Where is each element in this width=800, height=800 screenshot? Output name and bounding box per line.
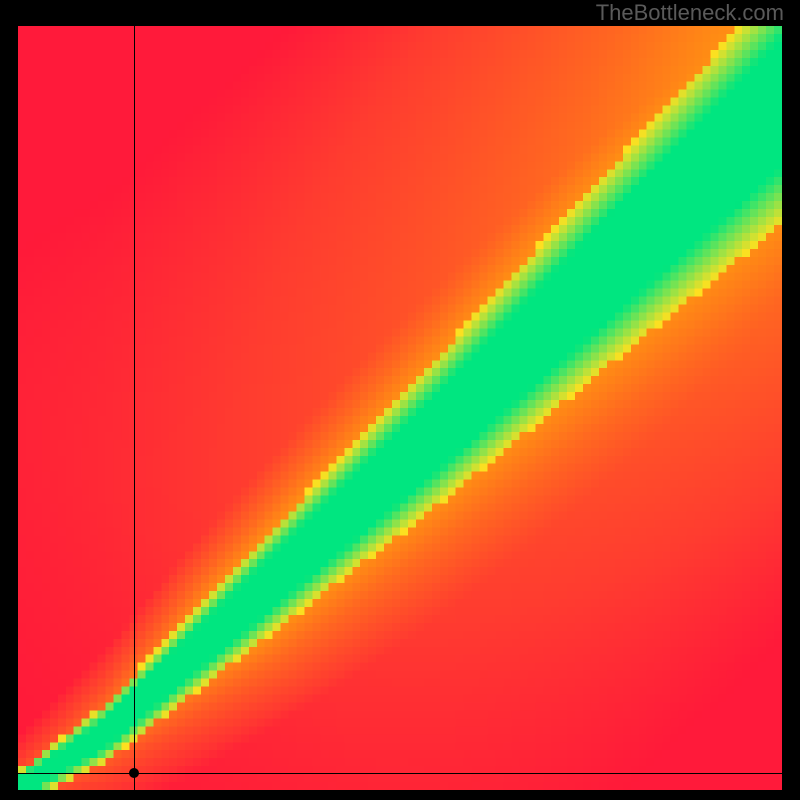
watermark: TheBottleneck.com — [0, 0, 800, 26]
bottleneck-heatmap — [18, 26, 782, 790]
crosshair-marker — [129, 768, 139, 778]
crosshair-vertical — [134, 26, 135, 790]
plot-area — [18, 26, 782, 790]
